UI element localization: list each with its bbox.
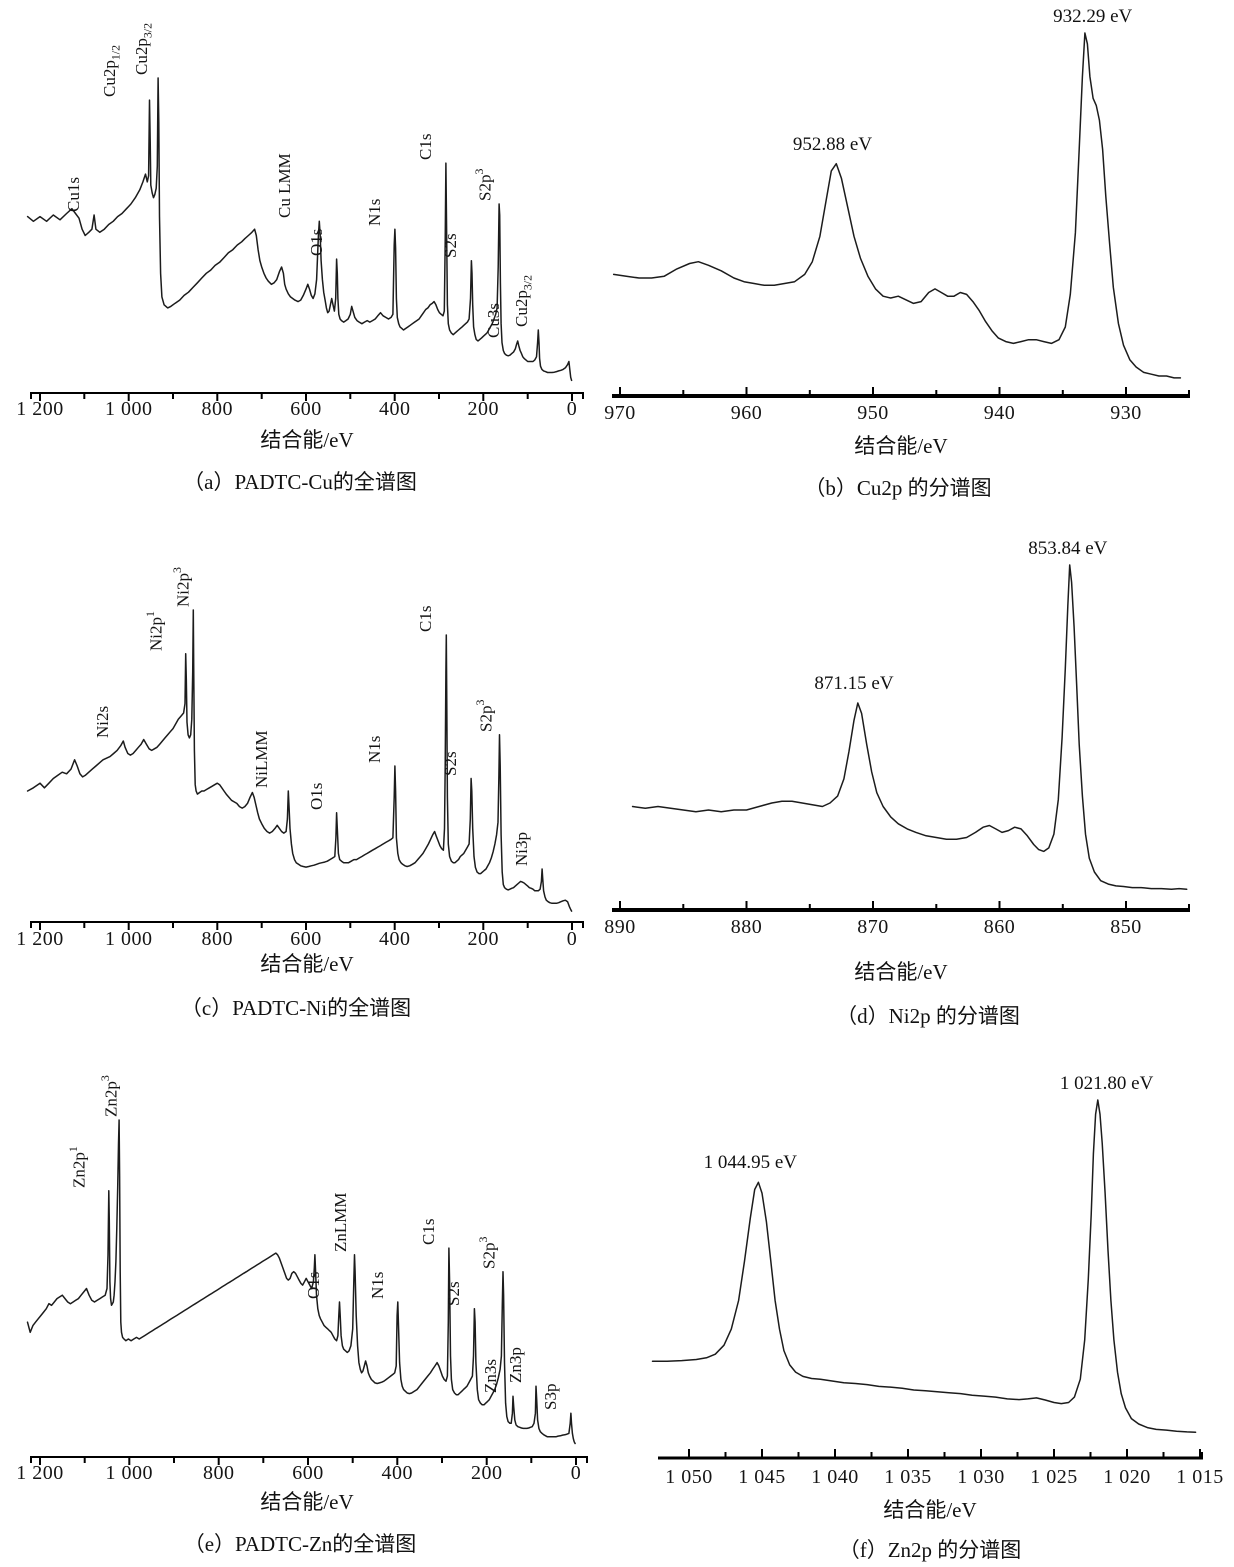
spectrum-curve-f <box>651 1099 1197 1433</box>
panel-f-graphics <box>651 1099 1203 1460</box>
spectrum-curve-a <box>26 77 573 382</box>
spectrum-curve-b <box>612 32 1182 379</box>
spectrum-curve-c <box>26 609 573 912</box>
panel-d-graphics <box>612 564 1190 912</box>
spectrum-curve-e <box>26 1119 576 1445</box>
spectrum-curve-d <box>631 564 1188 891</box>
panel-e-graphics <box>26 1119 588 1465</box>
panel-a-graphics <box>26 77 584 401</box>
panel-c-graphics <box>26 609 584 930</box>
panel-b-graphics <box>612 32 1190 398</box>
